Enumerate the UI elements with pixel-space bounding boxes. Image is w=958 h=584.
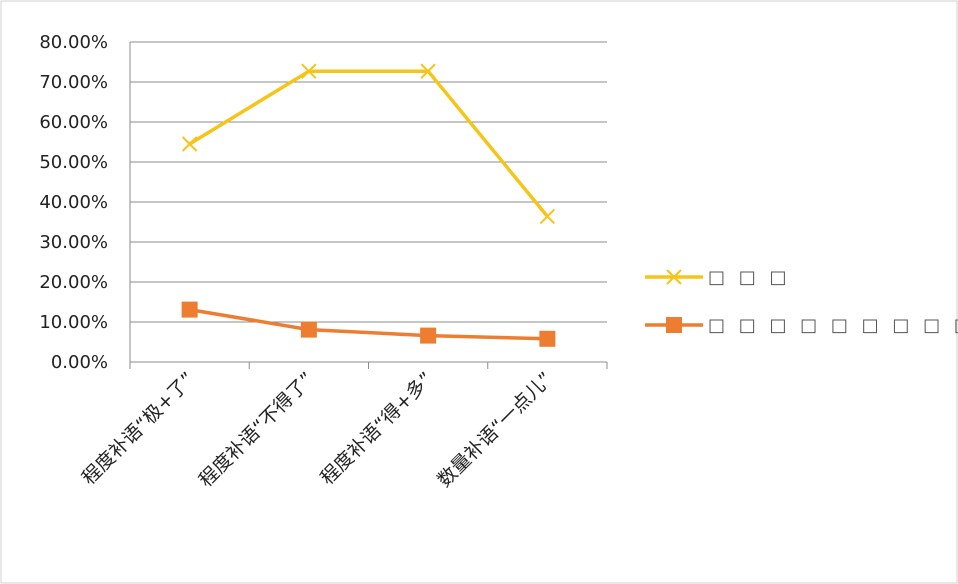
- gridlines: [130, 41, 607, 323]
- series: [181, 63, 556, 347]
- marker-stroke: [420, 63, 436, 79]
- y-tick-label: 0.00%: [51, 352, 108, 373]
- y-tick-label: 30.00%: [39, 232, 108, 253]
- x-tick-labels: 程度补语“极+了”程度补语“不得了”程度补语“得+多”数量补语“一点儿”: [78, 368, 557, 492]
- data-point: [301, 63, 317, 79]
- x-tick-label: 程度补语“不得了”: [195, 368, 319, 492]
- y-tick-label: 20.00%: [39, 272, 108, 293]
- legend-item-2: □ □ □ □ □ □ □ □ □: [645, 315, 958, 336]
- marker-stroke: [301, 63, 317, 79]
- y-tick-label: 50.00%: [39, 152, 108, 173]
- marker-stroke: [539, 208, 556, 225]
- y-tick-label: 80.00%: [39, 32, 108, 53]
- y-tick-label: 70.00%: [39, 72, 108, 93]
- data-point: [300, 321, 317, 338]
- x-tick-label: 程度补语“极+了”: [78, 368, 199, 489]
- data-point: [420, 63, 436, 79]
- data-point: [420, 327, 437, 344]
- series-line: [189, 307, 548, 341]
- x-tick-label: 数量补语“一点儿”: [433, 368, 557, 492]
- y-tick-label: 60.00%: [39, 112, 108, 133]
- axes: [129, 42, 608, 369]
- legend-marker: [666, 317, 682, 333]
- data-point: [539, 208, 556, 225]
- data-point: [181, 301, 198, 318]
- legend-marker: [666, 269, 682, 285]
- series-2: [181, 301, 556, 347]
- legend: □ □ □ □ □ □ □ □ □ □ □ □: [645, 267, 958, 336]
- data-point: [181, 136, 198, 152]
- legend-label: □ □ □ □ □ □ □ □ □: [708, 315, 958, 336]
- series-line: [188, 69, 549, 218]
- series-1: [181, 63, 556, 225]
- data-point: [539, 330, 556, 347]
- y-tick-label: 40.00%: [39, 192, 108, 213]
- x-tick-label: 程度补语“得+多”: [316, 368, 437, 489]
- y-tick-label: 10.00%: [39, 312, 108, 333]
- legend-label: □ □ □: [708, 267, 790, 288]
- marker-stroke: [181, 136, 198, 152]
- legend-item-1: □ □ □: [645, 267, 790, 288]
- y-tick-labels: 0.00% 10.00% 20.00% 30.00% 40.00% 50.00% 60.00…: [39, 32, 108, 373]
